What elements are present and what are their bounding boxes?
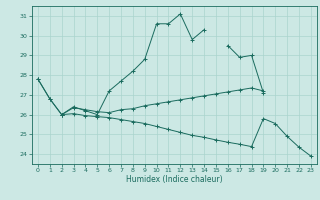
X-axis label: Humidex (Indice chaleur): Humidex (Indice chaleur) [126, 175, 223, 184]
